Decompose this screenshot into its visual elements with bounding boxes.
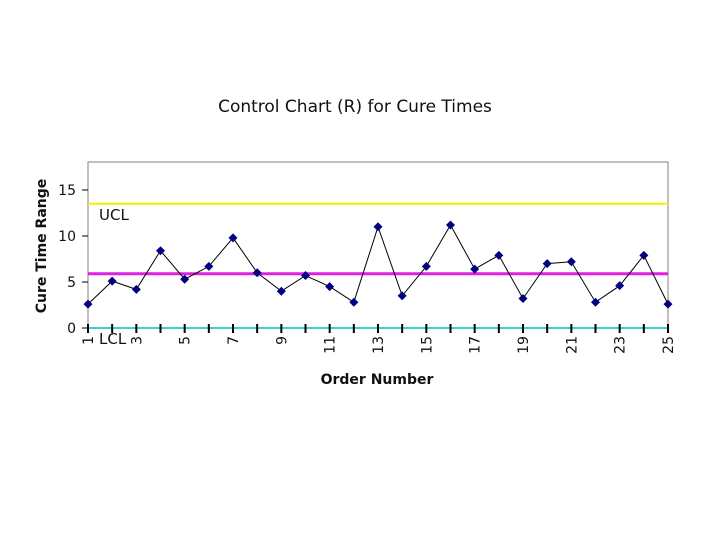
plot-area [87,161,669,329]
x-tick-label: 7 [226,336,242,345]
y-axis: 0 5 10 15 [58,183,88,337]
data-point [446,220,455,230]
data-point [325,282,335,292]
x-axis: 1 3 5 7 9 11 13 15 17 19 21 23 25 [81,324,677,354]
x-axis-title: Order Number [321,372,434,388]
x-tick-label: 25 [661,336,677,354]
data-point [228,233,238,243]
data-point [107,276,117,286]
control-label-lcl: LCL [99,330,127,348]
data-series [83,220,673,309]
x-tick-label: 23 [613,336,629,354]
series-line [87,223,669,305]
data-point [131,284,141,294]
x-tick-label: 9 [274,336,290,345]
data-point [204,261,214,271]
data-point [252,268,262,278]
y-axis-title: Cure Time Range [34,179,50,314]
y-tick-label: 10 [58,229,76,245]
y-tick-label: 15 [58,183,76,199]
control-label-ucl: UCL [99,206,129,224]
data-point [180,274,190,284]
data-point [591,297,600,307]
data-point [542,259,552,269]
data-point [663,299,673,309]
data-point [83,299,93,309]
y-tick-label: 5 [67,275,76,291]
data-point [421,261,431,271]
data-point [276,286,286,296]
chart-title: Control Chart (R) for Cure Times [218,97,492,117]
data-point [615,281,625,291]
data-point [156,246,165,256]
data-point [518,294,528,304]
x-tick-label: 5 [178,336,194,345]
data-point [566,257,576,267]
x-tick-label: 1 [81,336,97,345]
data-point [301,271,310,281]
data-point [373,222,383,232]
x-tick-label: 13 [371,336,387,354]
y-tick-label: 0 [67,321,76,337]
x-tick-label: 17 [468,336,484,354]
x-tick-label: 19 [516,336,532,354]
data-point [470,264,480,274]
data-point [397,291,407,301]
x-tick-label: 15 [419,336,435,354]
x-tick-label: 21 [564,336,580,354]
x-tick-label: 11 [323,336,339,354]
data-point [349,297,359,307]
data-point [639,250,649,260]
x-tick-label: 3 [129,336,145,345]
data-point [494,250,504,260]
